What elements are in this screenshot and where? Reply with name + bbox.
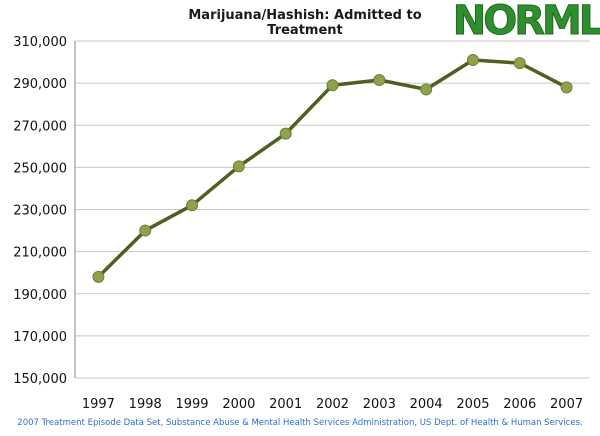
y-axis-ticks: 150,000 170,000 190,000 210,000 230,000 250,0…: [13, 35, 67, 387]
y-tick-label: 270,000: [13, 119, 67, 134]
data-point: [326, 79, 339, 92]
x-tick-label: 1999: [175, 397, 208, 412]
norml-logo: NORML: [455, 0, 600, 40]
chart-title: Marijuana/Hashish: Admitted to Treatment: [188, 8, 422, 38]
x-tick-label: 2005: [456, 397, 489, 412]
data-point: [186, 199, 199, 212]
x-tick-label: 2007: [550, 397, 583, 412]
data-point: [279, 127, 292, 140]
x-tick-label: 2006: [503, 397, 536, 412]
data-point: [92, 270, 105, 283]
x-tick-label: 2004: [410, 397, 443, 412]
data-point: [513, 57, 526, 70]
x-tick-label: 1998: [129, 397, 162, 412]
data-point: [139, 224, 152, 237]
x-tick-label: 2002: [316, 397, 349, 412]
y-tick-label: 190,000: [13, 288, 67, 303]
data-point: [420, 83, 433, 96]
series-line: [97, 58, 568, 279]
gridlines: [74, 40, 590, 379]
data-points: [92, 53, 573, 283]
data-point: [373, 73, 386, 86]
x-tick-label: 1997: [82, 397, 115, 412]
x-tick-label: 2000: [222, 397, 255, 412]
y-tick-label: 310,000: [13, 35, 67, 50]
data-point: [560, 81, 573, 94]
y-tick-label: 250,000: [13, 161, 67, 176]
source-note: 2007 Treatment Episode Data Set, Substan…: [17, 418, 583, 428]
y-tick-label: 290,000: [13, 77, 67, 92]
data-point: [466, 53, 479, 66]
x-axis-ticks: 1997 1998 1999 2000 2001 2002 2003 2004 2005 2006…: [82, 397, 583, 412]
x-tick-label: 2001: [269, 397, 302, 412]
x-tick-label: 2003: [363, 397, 396, 412]
y-tick-label: 150,000: [13, 372, 67, 387]
data-point: [232, 160, 245, 173]
y-tick-label: 230,000: [13, 204, 67, 219]
y-tick-label: 210,000: [13, 246, 67, 261]
logo-text: NORML: [455, 0, 600, 40]
y-tick-label: 170,000: [13, 330, 67, 345]
